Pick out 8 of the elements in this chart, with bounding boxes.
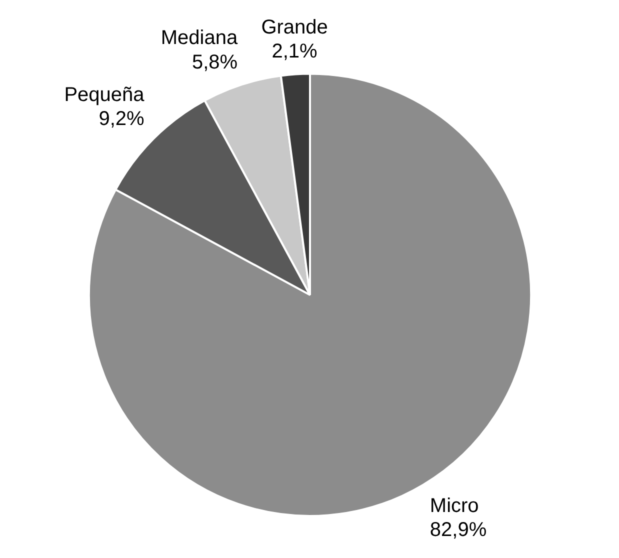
slice-label: Micro	[430, 494, 479, 517]
data-label: 9,2%	[98, 108, 145, 130]
data-label: 2,1%	[272, 40, 318, 63]
data-label: 82,9%	[430, 519, 487, 542]
slice-label: Grande	[261, 16, 328, 38]
data-label: 5,8%	[192, 51, 238, 74]
slice-label: Pequeña	[64, 84, 146, 106]
slice-label: Mediana	[160, 27, 238, 50]
